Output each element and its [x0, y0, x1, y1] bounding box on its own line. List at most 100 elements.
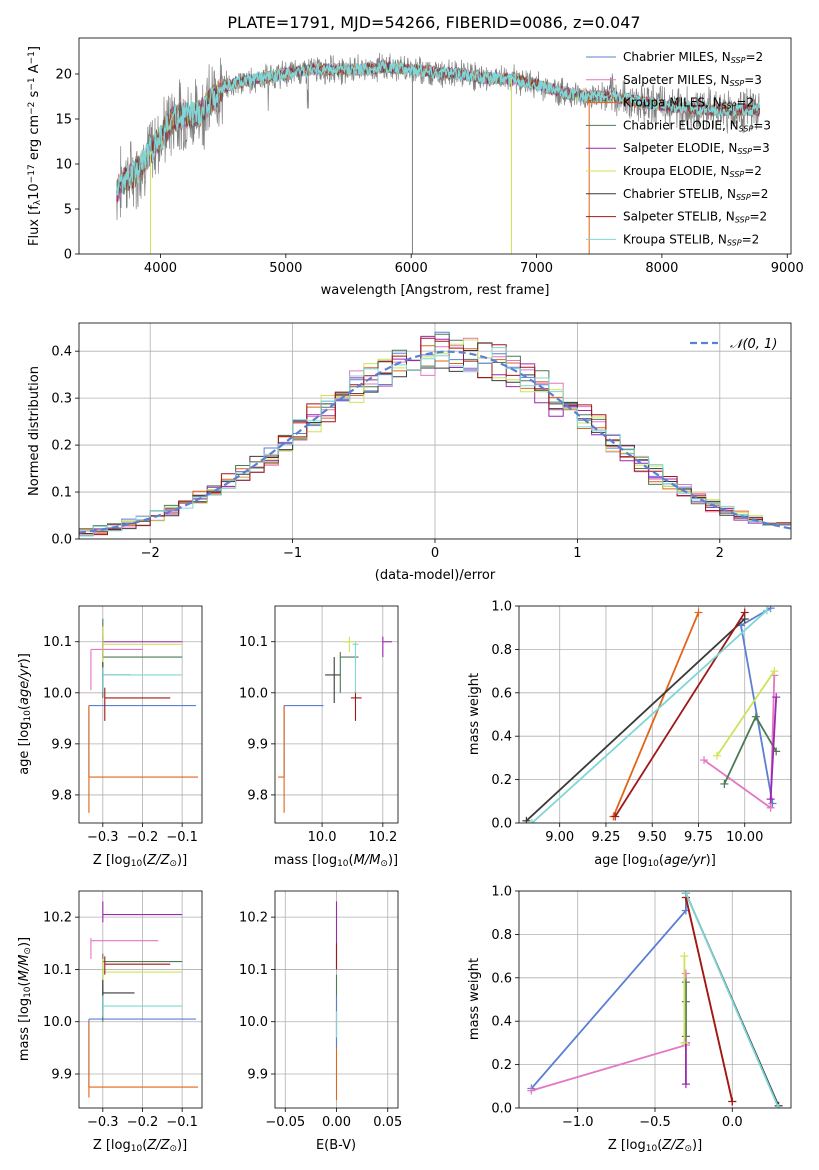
- label-part: age [log: [17, 722, 32, 775]
- y-tick-label: 0.1: [51, 486, 72, 501]
- errorbar-point-kroupa_stelib: [102, 995, 183, 1017]
- y-axis-label: age [log10(age/yr)]: [17, 653, 33, 775]
- legend-text-part: Salpeter MILES, N: [623, 73, 730, 87]
- y-tick-label: 10.1: [43, 635, 72, 650]
- axes: 4000 5000 6000 7000 8000 9000 0 5 10 15 20: [55, 37, 804, 276]
- plot-area: [79, 606, 202, 823]
- axes-frame: [518, 605, 792, 824]
- plot-area: [275, 891, 398, 1108]
- errorbar-point-salpeter_miles: [90, 648, 143, 691]
- y-tick-label: 0.0: [491, 817, 512, 832]
- axes: 9.00 9.25 9.50 9.75 10.00 0.0 0.2 0.4 0.6 0.8 1.0: [491, 600, 792, 845]
- y-tick-label: 0.4: [491, 730, 512, 745]
- label-part: mass [log: [17, 998, 32, 1061]
- x-tick-label: 2: [716, 546, 724, 561]
- series-line: [525, 618, 746, 822]
- label-part: age [log: [594, 853, 647, 868]
- label-part: ⊙: [169, 1144, 177, 1154]
- label-part: age/yr: [664, 853, 707, 868]
- model-spectrum-kroupa_stelib: [115, 60, 761, 196]
- series-line: [716, 670, 776, 757]
- series-line: [531, 609, 768, 823]
- y-tick-label: 0.2: [51, 439, 72, 454]
- errorbar-point-kroupa_miles: [278, 705, 285, 813]
- panel-spectrum: 4000 5000 6000 7000 8000 9000 0 5 10 15 20 waveleng…: [27, 37, 804, 298]
- y-tick-label: 9.8: [247, 788, 268, 803]
- mass-weight-series-kroupa_stelib: [527, 606, 771, 823]
- mass-weight-series-chabrier_stelib: [522, 615, 749, 823]
- plot-area: [519, 891, 791, 1108]
- label-part: −17: [27, 164, 37, 183]
- axes: −0.05 0.00 0.05 9.9 10.0 10.1 10.2: [239, 890, 402, 1130]
- y-tick-label: 10.1: [239, 635, 268, 650]
- x-axis-label: Z [log10(Z/Z⊙)]: [93, 1138, 187, 1154]
- legend-text-part: SSP: [722, 102, 737, 111]
- y-tick-label: 10: [55, 158, 72, 173]
- x-tick-label: 0.0: [722, 1115, 743, 1130]
- x-tick-label: 9.25: [591, 830, 620, 845]
- panel-residuals: −2 −1 0 1 2 0.0 0.1 0.2 0.3 0.4 𝒩(0, 1) (data-model…: [27, 322, 792, 583]
- legend-text-part: SSP: [735, 216, 750, 225]
- x-axis-label: wavelength [Angstrom, rest frame]: [321, 283, 550, 298]
- legend-text-part: Salpeter STELIB, N: [623, 210, 735, 224]
- x-tick-label: −0.3: [87, 1115, 119, 1130]
- plot-area: [79, 891, 202, 1108]
- x-tick-label: 9.75: [684, 830, 713, 845]
- label-part: (: [142, 853, 147, 868]
- mass-weight-series-kroupa_elodie: [712, 667, 779, 760]
- x-tick-label: 0: [431, 546, 439, 561]
- x-tick-label: −2: [141, 546, 160, 561]
- label-part: Z/Z: [146, 853, 170, 868]
- axes: −0.3 −0.2 −0.1 9.8 9.9 10.0 10.1: [43, 605, 203, 845]
- plot-area: [79, 323, 791, 539]
- legend-entry: Chabrier STELIB, NSSP=2: [623, 187, 768, 202]
- label-part: Z/Z: [661, 1138, 685, 1153]
- label-part: (: [17, 981, 32, 986]
- x-tick-label: 8000: [645, 261, 678, 276]
- y-tick-label: 10.2: [239, 911, 268, 926]
- legend-text-part: Chabrier MILES, N: [623, 50, 731, 64]
- x-tick-label: 6000: [395, 261, 428, 276]
- errorbar-point-salpeter_elodie: [382, 636, 392, 658]
- legend-text-part: SSP: [737, 147, 752, 156]
- y-tick-label: 10.0: [43, 686, 72, 701]
- legend-entry: Kroupa STELIB, NSSP=2: [623, 232, 759, 247]
- legend-text-part: SSP: [736, 193, 751, 202]
- legend-entry: Chabrier MILES, NSSP=2: [623, 50, 763, 65]
- plot-area: [275, 606, 398, 823]
- legend-text-part: SSP: [730, 170, 745, 179]
- label-part: )]: [177, 853, 187, 868]
- axes-frame: [274, 605, 399, 824]
- legend-text-part: SSP: [730, 79, 745, 88]
- label-part: −1: [27, 51, 37, 64]
- y-tick-label: 0.0: [491, 1102, 512, 1117]
- label-part: )]: [692, 1138, 702, 1153]
- x-tick-label: −0.3: [87, 830, 119, 845]
- y-tick-label: 0.0: [51, 533, 72, 548]
- x-tick-label: 0.05: [373, 1115, 402, 1130]
- label-part: )]: [706, 853, 716, 868]
- axes: −0.3 −0.2 −0.1 9.9 10.0 10.1 10.2: [43, 890, 203, 1130]
- legend-entry: Kroupa ELODIE, NSSP=2: [623, 164, 762, 179]
- x-tick-label: −0.1: [166, 1115, 198, 1130]
- legend-text-part: =2: [736, 96, 754, 110]
- axes-frame: [274, 890, 399, 1109]
- y-tick-label: 10.0: [43, 1015, 72, 1030]
- legend-text-part: =2: [751, 187, 769, 201]
- plot-area: [519, 606, 791, 823]
- panel-massweight_vs_age: 9.00 9.25 9.50 9.75 10.00 0.0 0.2 0.4 0.6 0.8 1.0 a…: [467, 600, 792, 869]
- y-tick-label: 0.2: [491, 1058, 512, 1073]
- label-part: Z [log: [93, 1138, 131, 1153]
- legend-text-part: Kroupa ELODIE, N: [623, 164, 730, 178]
- label-part: λ: [33, 199, 43, 205]
- x-axis-label: E(B-V): [316, 1138, 356, 1153]
- axes-frame: [78, 322, 792, 540]
- x-tick-label: 9.00: [545, 830, 574, 845]
- x-axis-label: mass [log10(M/M⊙)]: [274, 853, 398, 869]
- label-part: Z/Z: [146, 1138, 170, 1153]
- legend-text-part: =2: [742, 232, 760, 246]
- y-axis-label: mass weight: [467, 958, 482, 1040]
- label-part: (: [659, 853, 664, 868]
